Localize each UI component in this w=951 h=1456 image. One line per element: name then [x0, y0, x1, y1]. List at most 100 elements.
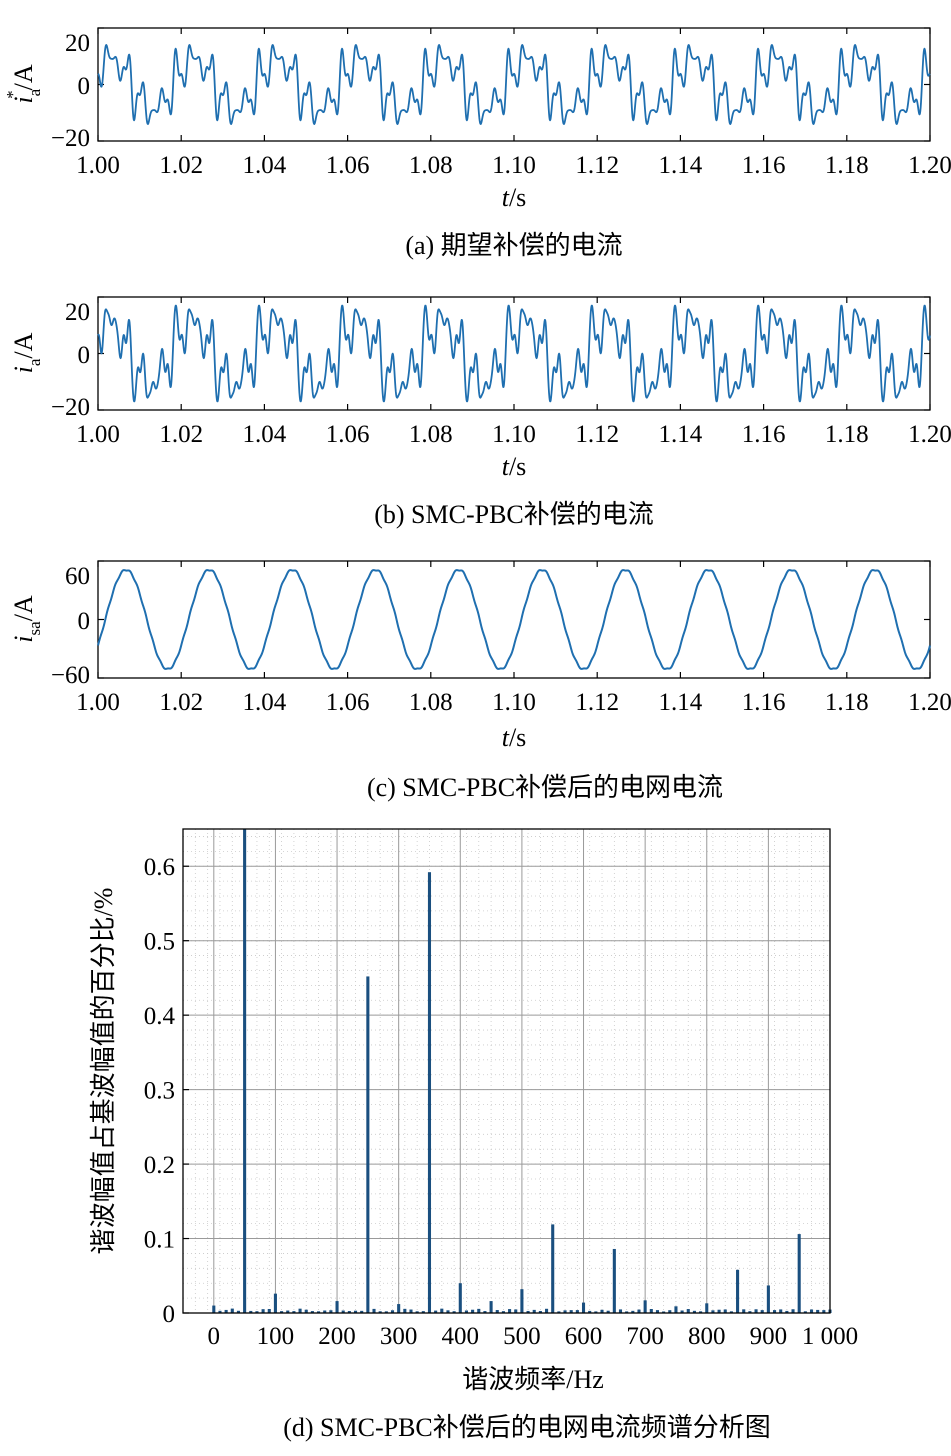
panel-d-caption: (d) SMC-PBC补偿后的电网电流频谱分析图 [283, 1413, 771, 1442]
c-y-tick-label: 60 [65, 563, 90, 590]
spectrum-bin-580hz [569, 1310, 573, 1313]
spectrum-bin-760hz [680, 1310, 684, 1313]
spectrum-bin-640hz [606, 1310, 610, 1313]
spectrum-bin-670hz [625, 1311, 629, 1313]
panel-b-x-ticks: 1.00 1.02 1.04 1.06 1.08 1.10 1.12 1.14 1.16 1.18… [76, 297, 951, 448]
a-y-tick-label: 0 [78, 73, 91, 100]
b-x-tick-label: 1.00 [76, 421, 120, 448]
c-y-tick-label: −60 [51, 662, 90, 689]
panel-d-bars [212, 829, 832, 1313]
panel-d-x-tick-label: 200 [318, 1323, 356, 1350]
spectrum-bin-90hz [267, 1308, 271, 1313]
spectrum-bin-160hz [310, 1311, 314, 1313]
b-x-tick-label: 1.04 [243, 421, 287, 448]
panel-d-y-ticks: 0 0.1 0.2 0.3 0.4 0.5 0.6 [144, 854, 189, 1328]
spectrum-bin-680hz [631, 1310, 635, 1313]
spectrum-bin-740hz [668, 1310, 672, 1313]
spectrum-bin-890hz [760, 1310, 764, 1313]
spectrum-bin-570hz [563, 1310, 567, 1313]
panel-c-y-axis-label: isa/A [9, 595, 44, 643]
spectrum-bin-180hz [323, 1310, 327, 1313]
c-x-tick-label: 1.04 [243, 689, 287, 716]
panel-b-x-axis-label: t/s [502, 452, 527, 481]
panel-b-plot-frame [97, 296, 931, 411]
spectrum-bin-360hz [434, 1310, 438, 1313]
spectrum-bin-590hz [575, 1310, 579, 1313]
spectrum-bin-490hz [514, 1309, 518, 1313]
spectrum-bin-310hz [403, 1308, 407, 1313]
spectrum-bar-800hz [705, 1303, 709, 1313]
spectrum-bar-0hz [212, 1305, 216, 1313]
spectrum-bin-630hz [600, 1309, 604, 1313]
spectrum-bin-780hz [692, 1310, 696, 1313]
a-x-tick-label: 1.08 [409, 152, 453, 179]
spectrum-bin-230hz [353, 1310, 358, 1313]
b-x-tick-label: 1.14 [659, 421, 703, 448]
a-x-tick-label: 1.00 [76, 152, 120, 179]
b-x-tick-label: 1.20 [908, 421, 951, 448]
spectrum-bar-650hz [612, 1248, 616, 1313]
a-x-tick-label: 1.10 [492, 152, 536, 179]
panel-d-x-tick-label: 500 [503, 1323, 541, 1350]
spectrum-bin-380hz [446, 1310, 450, 1313]
c-x-tick-label: 1.16 [742, 689, 786, 716]
spectrum-bin-540hz [545, 1308, 549, 1313]
a-y-tick-label: 20 [65, 30, 90, 57]
b-x-tick-label: 1.10 [492, 421, 536, 448]
spectrum-bin-920hz [779, 1309, 783, 1313]
spectrum-bar-750hz [674, 1306, 678, 1313]
spectrum-bin-240hz [360, 1310, 364, 1313]
panel-d-y-tick-label: 0 [163, 1301, 176, 1328]
spectrum-bin-220hz [347, 1311, 351, 1313]
spectrum-bin-420hz [471, 1309, 475, 1313]
spectrum-bin-270hz [378, 1311, 382, 1313]
panel-b: 1.00 1.02 1.04 1.06 1.08 1.10 1.12 1.14 1.16 1.18… [9, 296, 951, 529]
spectrum-bin-330hz [415, 1311, 419, 1313]
a-x-tick-label: 1.18 [825, 152, 869, 179]
spectrum-bin-860hz [742, 1309, 746, 1313]
c-y-tick-label: 0 [78, 608, 91, 635]
spectrum-bar-950hz [797, 1234, 801, 1313]
panel-c-series-line [97, 569, 931, 670]
a-x-tick-label: 1.20 [908, 152, 951, 179]
panel-b-caption: (b) SMC-PBC补偿的电流 [374, 500, 654, 529]
panel-a-y-axis-label: ia*/A [3, 64, 44, 104]
spectrum-bin-320hz [409, 1309, 413, 1313]
b-x-tick-label: 1.12 [575, 421, 619, 448]
b-y-tick-label: −20 [51, 394, 90, 421]
spectrum-bin-470hz [501, 1311, 505, 1313]
panel-d-x-ticks: 0 100 200 300 400 500 600 700 800 900 1 000 [208, 1323, 859, 1350]
spectrum-bin-30hz [230, 1308, 234, 1313]
spectrum-bin-610hz [588, 1310, 592, 1313]
spectrum-bar-700hz [643, 1300, 647, 1313]
c-x-tick-label: 1.18 [825, 689, 869, 716]
spectrum-bin-340hz [421, 1311, 425, 1313]
panel-c-x-ticks: 1.00 1.02 1.04 1.06 1.08 1.10 1.12 1.14 1.16 1.18… [76, 561, 951, 716]
spectrum-bin-820hz [717, 1309, 721, 1313]
spectrum-bin-840hz [729, 1311, 733, 1313]
spectrum-bin-190hz [329, 1310, 333, 1313]
panel-d-plot-frame [182, 828, 831, 1314]
spectrum-bar-100hz [273, 1293, 277, 1313]
panel-d-x-tick-label: 100 [257, 1323, 295, 1350]
spectrum-bin-960hz [803, 1311, 807, 1313]
spectrum-bar-600hz [581, 1302, 586, 1313]
panel-d-x-tick-label: 800 [688, 1323, 726, 1350]
spectrum-bin-620hz [594, 1311, 598, 1313]
a-x-tick-label: 1.02 [159, 152, 203, 179]
spectrum-bin-560hz [557, 1311, 561, 1313]
spectrum-bin-930hz [785, 1310, 789, 1313]
spectrum-bin-10hz [218, 1310, 222, 1313]
spectrum-bin-170hz [317, 1311, 321, 1313]
panel-d-y-tick-label: 0.3 [144, 1078, 175, 1105]
a-x-tick-label: 1.14 [659, 152, 703, 179]
b-x-tick-label: 1.08 [409, 421, 453, 448]
spectrum-bin-880hz [754, 1309, 758, 1313]
spectrum-bin-210hz [341, 1310, 345, 1313]
spectrum-bin-660hz [618, 1309, 623, 1313]
panel-d-y-tick-label: 0.6 [144, 854, 175, 881]
panel-d-y-axis-label: 谐波幅值占基波幅值的百分比/% [89, 888, 118, 1255]
b-y-tick-label: 20 [65, 299, 90, 326]
spectrum-bar-400hz [458, 1283, 462, 1313]
